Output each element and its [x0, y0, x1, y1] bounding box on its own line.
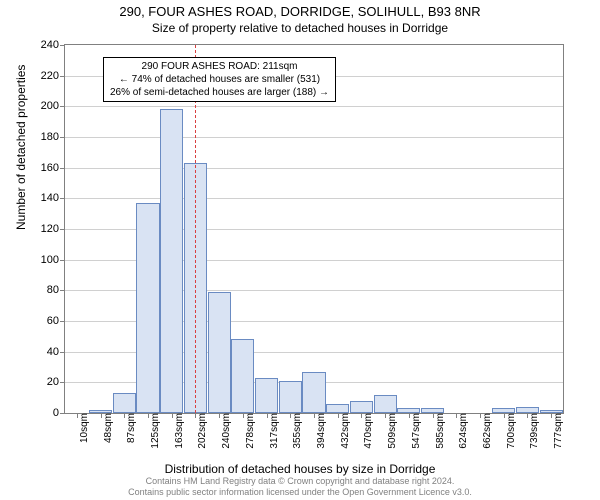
histogram-bar	[208, 292, 231, 413]
footer-line-1: Contains HM Land Registry data © Crown c…	[0, 476, 600, 487]
y-axis-label: Number of detached properties	[14, 65, 28, 230]
x-tick-label: 739sqm	[523, 413, 540, 449]
x-tick-label: 355sqm	[286, 413, 303, 449]
y-tick-label: 60	[29, 315, 65, 327]
x-axis-label: Distribution of detached houses by size …	[0, 462, 600, 476]
x-tick-label: 163sqm	[168, 413, 185, 449]
y-tick-label: 160	[29, 162, 65, 174]
y-tick-label: 220	[29, 70, 65, 82]
x-tick-label: 585sqm	[429, 413, 446, 449]
histogram-bar	[279, 381, 302, 413]
x-tick-label: 10sqm	[73, 413, 90, 443]
annotation-line: 290 FOUR ASHES ROAD: 211sqm	[110, 60, 329, 73]
y-tick-label: 40	[29, 346, 65, 358]
footer-attribution: Contains HM Land Registry data © Crown c…	[0, 476, 600, 498]
x-tick-label: 662sqm	[476, 413, 493, 449]
histogram-bar	[113, 393, 136, 413]
x-tick-label: 547sqm	[405, 413, 422, 449]
x-tick-label: 394sqm	[310, 413, 327, 449]
histogram-bar	[302, 372, 325, 413]
x-tick-label: 700sqm	[500, 413, 517, 449]
x-tick-label: 48sqm	[97, 413, 114, 443]
gridline	[65, 106, 563, 107]
x-tick-label: 470sqm	[357, 413, 374, 449]
y-tick-label: 200	[29, 100, 65, 112]
x-tick-label: 317sqm	[263, 413, 280, 449]
histogram-bar	[374, 395, 397, 413]
y-tick-label: 180	[29, 131, 65, 143]
y-tick-label: 120	[29, 223, 65, 235]
x-tick-label: 777sqm	[547, 413, 564, 449]
histogram-bar	[160, 109, 183, 413]
y-tick-label: 20	[29, 376, 65, 388]
gridline	[65, 168, 563, 169]
y-tick-label: 0	[29, 407, 65, 419]
annotation-box: 290 FOUR ASHES ROAD: 211sqm← 74% of deta…	[103, 57, 336, 102]
annotation-line: 26% of semi-detached houses are larger (…	[110, 86, 329, 99]
chart-plot-area: 02040608010012014016018020022024010sqm48…	[64, 44, 564, 414]
x-tick-label: 278sqm	[239, 413, 256, 449]
x-tick-label: 202sqm	[191, 413, 208, 449]
histogram-bar	[136, 203, 159, 413]
histogram-bar	[326, 404, 349, 413]
x-tick-label: 624sqm	[452, 413, 469, 449]
x-tick-label: 87sqm	[120, 413, 137, 443]
chart-title-sub: Size of property relative to detached ho…	[0, 19, 600, 35]
gridline	[65, 137, 563, 138]
x-tick-label: 240sqm	[215, 413, 232, 449]
y-tick-label: 240	[29, 39, 65, 51]
histogram-bar	[350, 401, 373, 413]
footer-line-2: Contains public sector information licen…	[0, 487, 600, 498]
histogram-bar	[231, 339, 254, 413]
x-tick-label: 509sqm	[381, 413, 398, 449]
annotation-line: ← 74% of detached houses are smaller (53…	[110, 73, 329, 86]
histogram-bar	[255, 378, 278, 413]
x-tick-label: 432sqm	[334, 413, 351, 449]
gridline	[65, 198, 563, 199]
y-tick-label: 100	[29, 254, 65, 266]
y-tick-label: 80	[29, 284, 65, 296]
x-tick-label: 125sqm	[144, 413, 161, 449]
y-tick-label: 140	[29, 192, 65, 204]
chart-title-main: 290, FOUR ASHES ROAD, DORRIDGE, SOLIHULL…	[0, 0, 600, 19]
